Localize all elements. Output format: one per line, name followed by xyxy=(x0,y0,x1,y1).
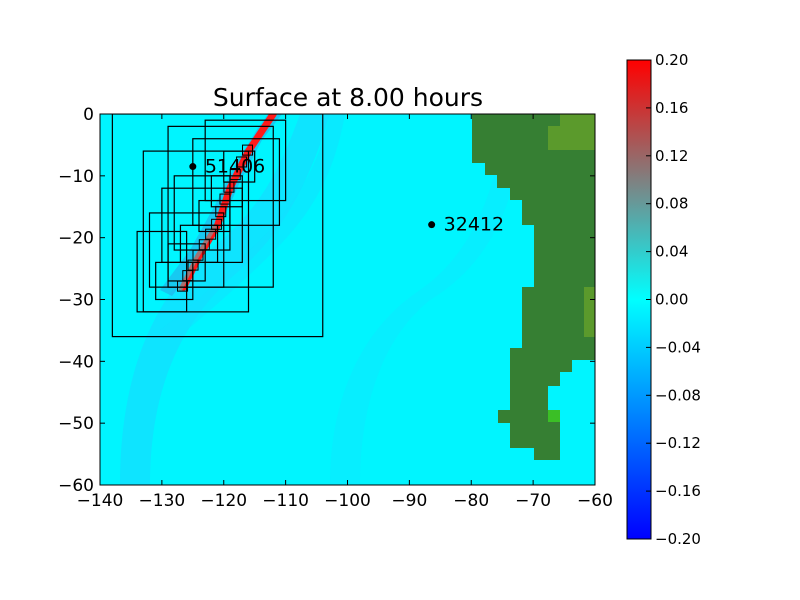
refinement-patches xyxy=(177,144,253,292)
ocean-swell-3 xyxy=(160,114,345,340)
refinement-box xyxy=(223,150,256,183)
gauge-label: 51406 xyxy=(205,156,265,178)
refinement-box xyxy=(204,119,287,202)
colorbar-tick-label: −0.08 xyxy=(655,386,701,404)
x-tick-label: −90 xyxy=(391,491,427,511)
y-tick-label: −20 xyxy=(58,229,94,249)
x-tick-label: −60 xyxy=(577,491,613,511)
ocean-swell xyxy=(120,114,330,485)
x-tick-label: −100 xyxy=(324,491,371,511)
colorbar-tick-label: 0.08 xyxy=(655,195,688,213)
y-axis: 0 −10 −20 −30 −40 −50 −60 xyxy=(58,105,595,496)
x-tick-label: −140 xyxy=(77,491,124,511)
colorbar-tick-label: 0.16 xyxy=(655,99,688,117)
gauge-label: 32412 xyxy=(444,214,504,236)
x-tick-label: −120 xyxy=(200,491,247,511)
ocean-cutout xyxy=(572,360,595,485)
refinement-box xyxy=(210,175,243,208)
refinement-patch xyxy=(219,193,231,205)
refinement-patch xyxy=(223,181,235,193)
colorbar-tick-label: −0.12 xyxy=(655,434,701,452)
land-south-america xyxy=(472,114,595,460)
colorbar-ticks: 0.20 0.16 0.12 0.08 0.04 0.00 −0.04 −0.08 −0.12 −… xyxy=(646,51,701,548)
chart-title: Surface at 8.00 hours xyxy=(213,83,483,112)
refinement-patch xyxy=(236,156,248,168)
refinement-patch xyxy=(215,206,227,218)
x-tick-label: −130 xyxy=(139,491,186,511)
gauge-32412: 32412 xyxy=(428,214,504,236)
colorbar-tick-label: 0.00 xyxy=(655,291,688,309)
refinement-box xyxy=(111,114,324,338)
x-tick-label: −80 xyxy=(453,491,489,511)
y-tick-label: −10 xyxy=(58,167,94,187)
colorbar-tick-label: −0.16 xyxy=(655,482,701,500)
refinement-patch xyxy=(211,218,223,230)
gauge-marker xyxy=(428,221,436,229)
plot-area xyxy=(100,114,595,485)
colorbar-tick-label: 0.12 xyxy=(655,147,688,165)
refinement-patch xyxy=(242,144,253,156)
gauge-51406: 51406 xyxy=(189,156,265,178)
x-tick-label: −70 xyxy=(515,491,551,511)
y-tick-label: −50 xyxy=(58,414,94,434)
refinement-patch xyxy=(198,239,210,251)
refinement-patch xyxy=(182,270,194,282)
land-highlands xyxy=(548,114,595,422)
refinement-patch xyxy=(192,249,204,261)
x-tick-label: −110 xyxy=(262,491,309,511)
colorbar-tick-label: −0.04 xyxy=(655,338,701,356)
gauge-marker xyxy=(189,163,197,171)
x-axis: −140 −130 −120 −110 −100 −90 −80 −70 −60 xyxy=(77,114,613,511)
refinement-patch xyxy=(229,169,241,181)
y-tick-label: −30 xyxy=(58,291,94,311)
refinement-box xyxy=(192,138,281,226)
wave-front-gray xyxy=(178,225,217,292)
colorbar-tick-label: 0.04 xyxy=(655,243,688,261)
ocean-swell-2 xyxy=(330,150,520,485)
refinement-patch xyxy=(205,228,217,240)
colorbar-tick-label: −0.20 xyxy=(655,530,701,548)
y-tick-label: −40 xyxy=(58,352,94,372)
colorbar-tick-label: 0.20 xyxy=(655,51,688,69)
y-tick-label: 0 xyxy=(83,105,94,125)
y-tick-label: −60 xyxy=(58,476,94,496)
colorbar: 0.20 0.16 0.12 0.08 0.04 0.00 −0.04 −0.08 −0.12 −… xyxy=(626,51,701,548)
refinement-patch xyxy=(177,280,189,292)
refinement-box xyxy=(198,199,231,233)
